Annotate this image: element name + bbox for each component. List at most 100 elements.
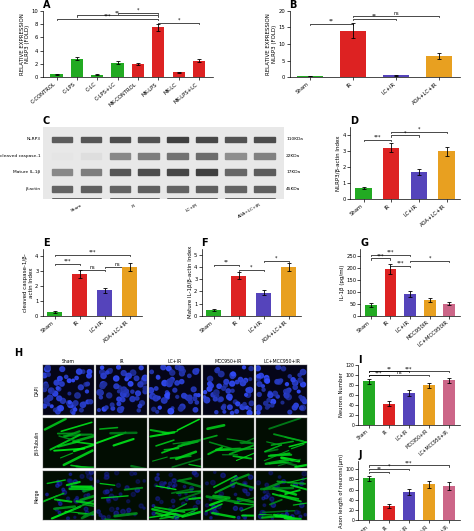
Circle shape bbox=[109, 369, 112, 371]
Circle shape bbox=[138, 382, 143, 387]
Circle shape bbox=[97, 510, 100, 513]
Circle shape bbox=[90, 470, 93, 474]
Circle shape bbox=[238, 378, 243, 382]
Circle shape bbox=[143, 387, 147, 390]
Circle shape bbox=[215, 369, 219, 373]
Circle shape bbox=[249, 401, 254, 406]
Circle shape bbox=[91, 485, 93, 489]
Circle shape bbox=[45, 366, 50, 372]
Circle shape bbox=[302, 399, 307, 404]
Circle shape bbox=[157, 396, 160, 399]
Text: 110KDa: 110KDa bbox=[286, 138, 303, 141]
Bar bbox=[225, 186, 246, 192]
Circle shape bbox=[210, 517, 212, 519]
Circle shape bbox=[287, 388, 291, 392]
Circle shape bbox=[233, 506, 237, 510]
Circle shape bbox=[58, 376, 62, 381]
Circle shape bbox=[83, 402, 86, 405]
Text: ***: *** bbox=[405, 460, 413, 465]
Circle shape bbox=[168, 408, 173, 414]
Circle shape bbox=[185, 493, 187, 495]
Circle shape bbox=[178, 406, 183, 411]
Circle shape bbox=[197, 394, 200, 397]
Circle shape bbox=[127, 500, 130, 503]
Circle shape bbox=[257, 392, 261, 397]
Circle shape bbox=[78, 385, 83, 390]
Bar bbox=[383, 506, 395, 520]
Bar bbox=[138, 153, 159, 159]
Bar bbox=[281, 267, 296, 316]
Circle shape bbox=[270, 497, 274, 501]
Bar bbox=[225, 153, 246, 159]
Circle shape bbox=[156, 497, 160, 501]
Circle shape bbox=[91, 512, 94, 516]
Circle shape bbox=[243, 402, 246, 406]
Bar bbox=[340, 31, 366, 78]
Circle shape bbox=[85, 390, 89, 393]
Circle shape bbox=[115, 471, 118, 475]
Text: B: B bbox=[290, 0, 297, 10]
Bar bbox=[71, 59, 83, 78]
Y-axis label: Mature IL-1β/β-actin Index: Mature IL-1β/β-actin Index bbox=[188, 246, 192, 319]
Circle shape bbox=[232, 485, 235, 487]
Circle shape bbox=[185, 395, 189, 399]
Circle shape bbox=[140, 381, 144, 384]
Circle shape bbox=[263, 491, 265, 493]
Circle shape bbox=[188, 374, 191, 378]
Circle shape bbox=[117, 397, 121, 401]
Circle shape bbox=[256, 411, 260, 414]
Circle shape bbox=[98, 390, 103, 395]
Circle shape bbox=[176, 396, 179, 398]
Bar bbox=[231, 276, 246, 316]
Circle shape bbox=[76, 496, 78, 499]
Circle shape bbox=[178, 493, 181, 496]
Bar bbox=[81, 186, 101, 192]
Circle shape bbox=[247, 388, 253, 392]
Circle shape bbox=[262, 388, 265, 391]
Circle shape bbox=[67, 379, 71, 382]
Circle shape bbox=[105, 472, 109, 476]
Circle shape bbox=[271, 404, 274, 407]
Circle shape bbox=[164, 482, 166, 484]
Circle shape bbox=[179, 366, 184, 371]
Bar bbox=[81, 136, 101, 142]
Text: I: I bbox=[358, 355, 362, 365]
Circle shape bbox=[236, 402, 240, 406]
Text: ***: *** bbox=[405, 366, 413, 371]
Circle shape bbox=[152, 407, 156, 411]
Circle shape bbox=[120, 407, 124, 410]
Circle shape bbox=[240, 381, 246, 386]
Circle shape bbox=[130, 397, 135, 401]
Bar bbox=[91, 75, 103, 78]
Circle shape bbox=[157, 474, 159, 476]
Circle shape bbox=[301, 370, 306, 375]
Circle shape bbox=[87, 474, 91, 478]
Circle shape bbox=[67, 479, 71, 482]
Circle shape bbox=[56, 407, 61, 411]
Circle shape bbox=[196, 500, 200, 504]
Circle shape bbox=[231, 372, 235, 376]
Circle shape bbox=[174, 517, 176, 519]
Y-axis label: Axon length of neurons(μm): Axon length of neurons(μm) bbox=[339, 453, 344, 528]
Circle shape bbox=[60, 367, 64, 372]
Circle shape bbox=[244, 380, 246, 383]
Circle shape bbox=[243, 366, 246, 369]
Circle shape bbox=[214, 471, 216, 474]
Circle shape bbox=[243, 489, 245, 491]
Bar bbox=[52, 186, 72, 192]
Circle shape bbox=[56, 409, 60, 414]
Circle shape bbox=[266, 493, 270, 497]
Circle shape bbox=[152, 512, 155, 515]
Circle shape bbox=[76, 369, 82, 374]
Circle shape bbox=[56, 387, 59, 390]
Circle shape bbox=[230, 481, 235, 486]
Circle shape bbox=[249, 366, 253, 371]
Circle shape bbox=[150, 393, 155, 399]
Circle shape bbox=[84, 383, 88, 386]
Bar bbox=[138, 136, 159, 142]
Circle shape bbox=[180, 371, 184, 376]
Circle shape bbox=[209, 498, 212, 501]
Circle shape bbox=[98, 409, 100, 412]
Circle shape bbox=[175, 516, 178, 519]
Circle shape bbox=[74, 516, 76, 518]
